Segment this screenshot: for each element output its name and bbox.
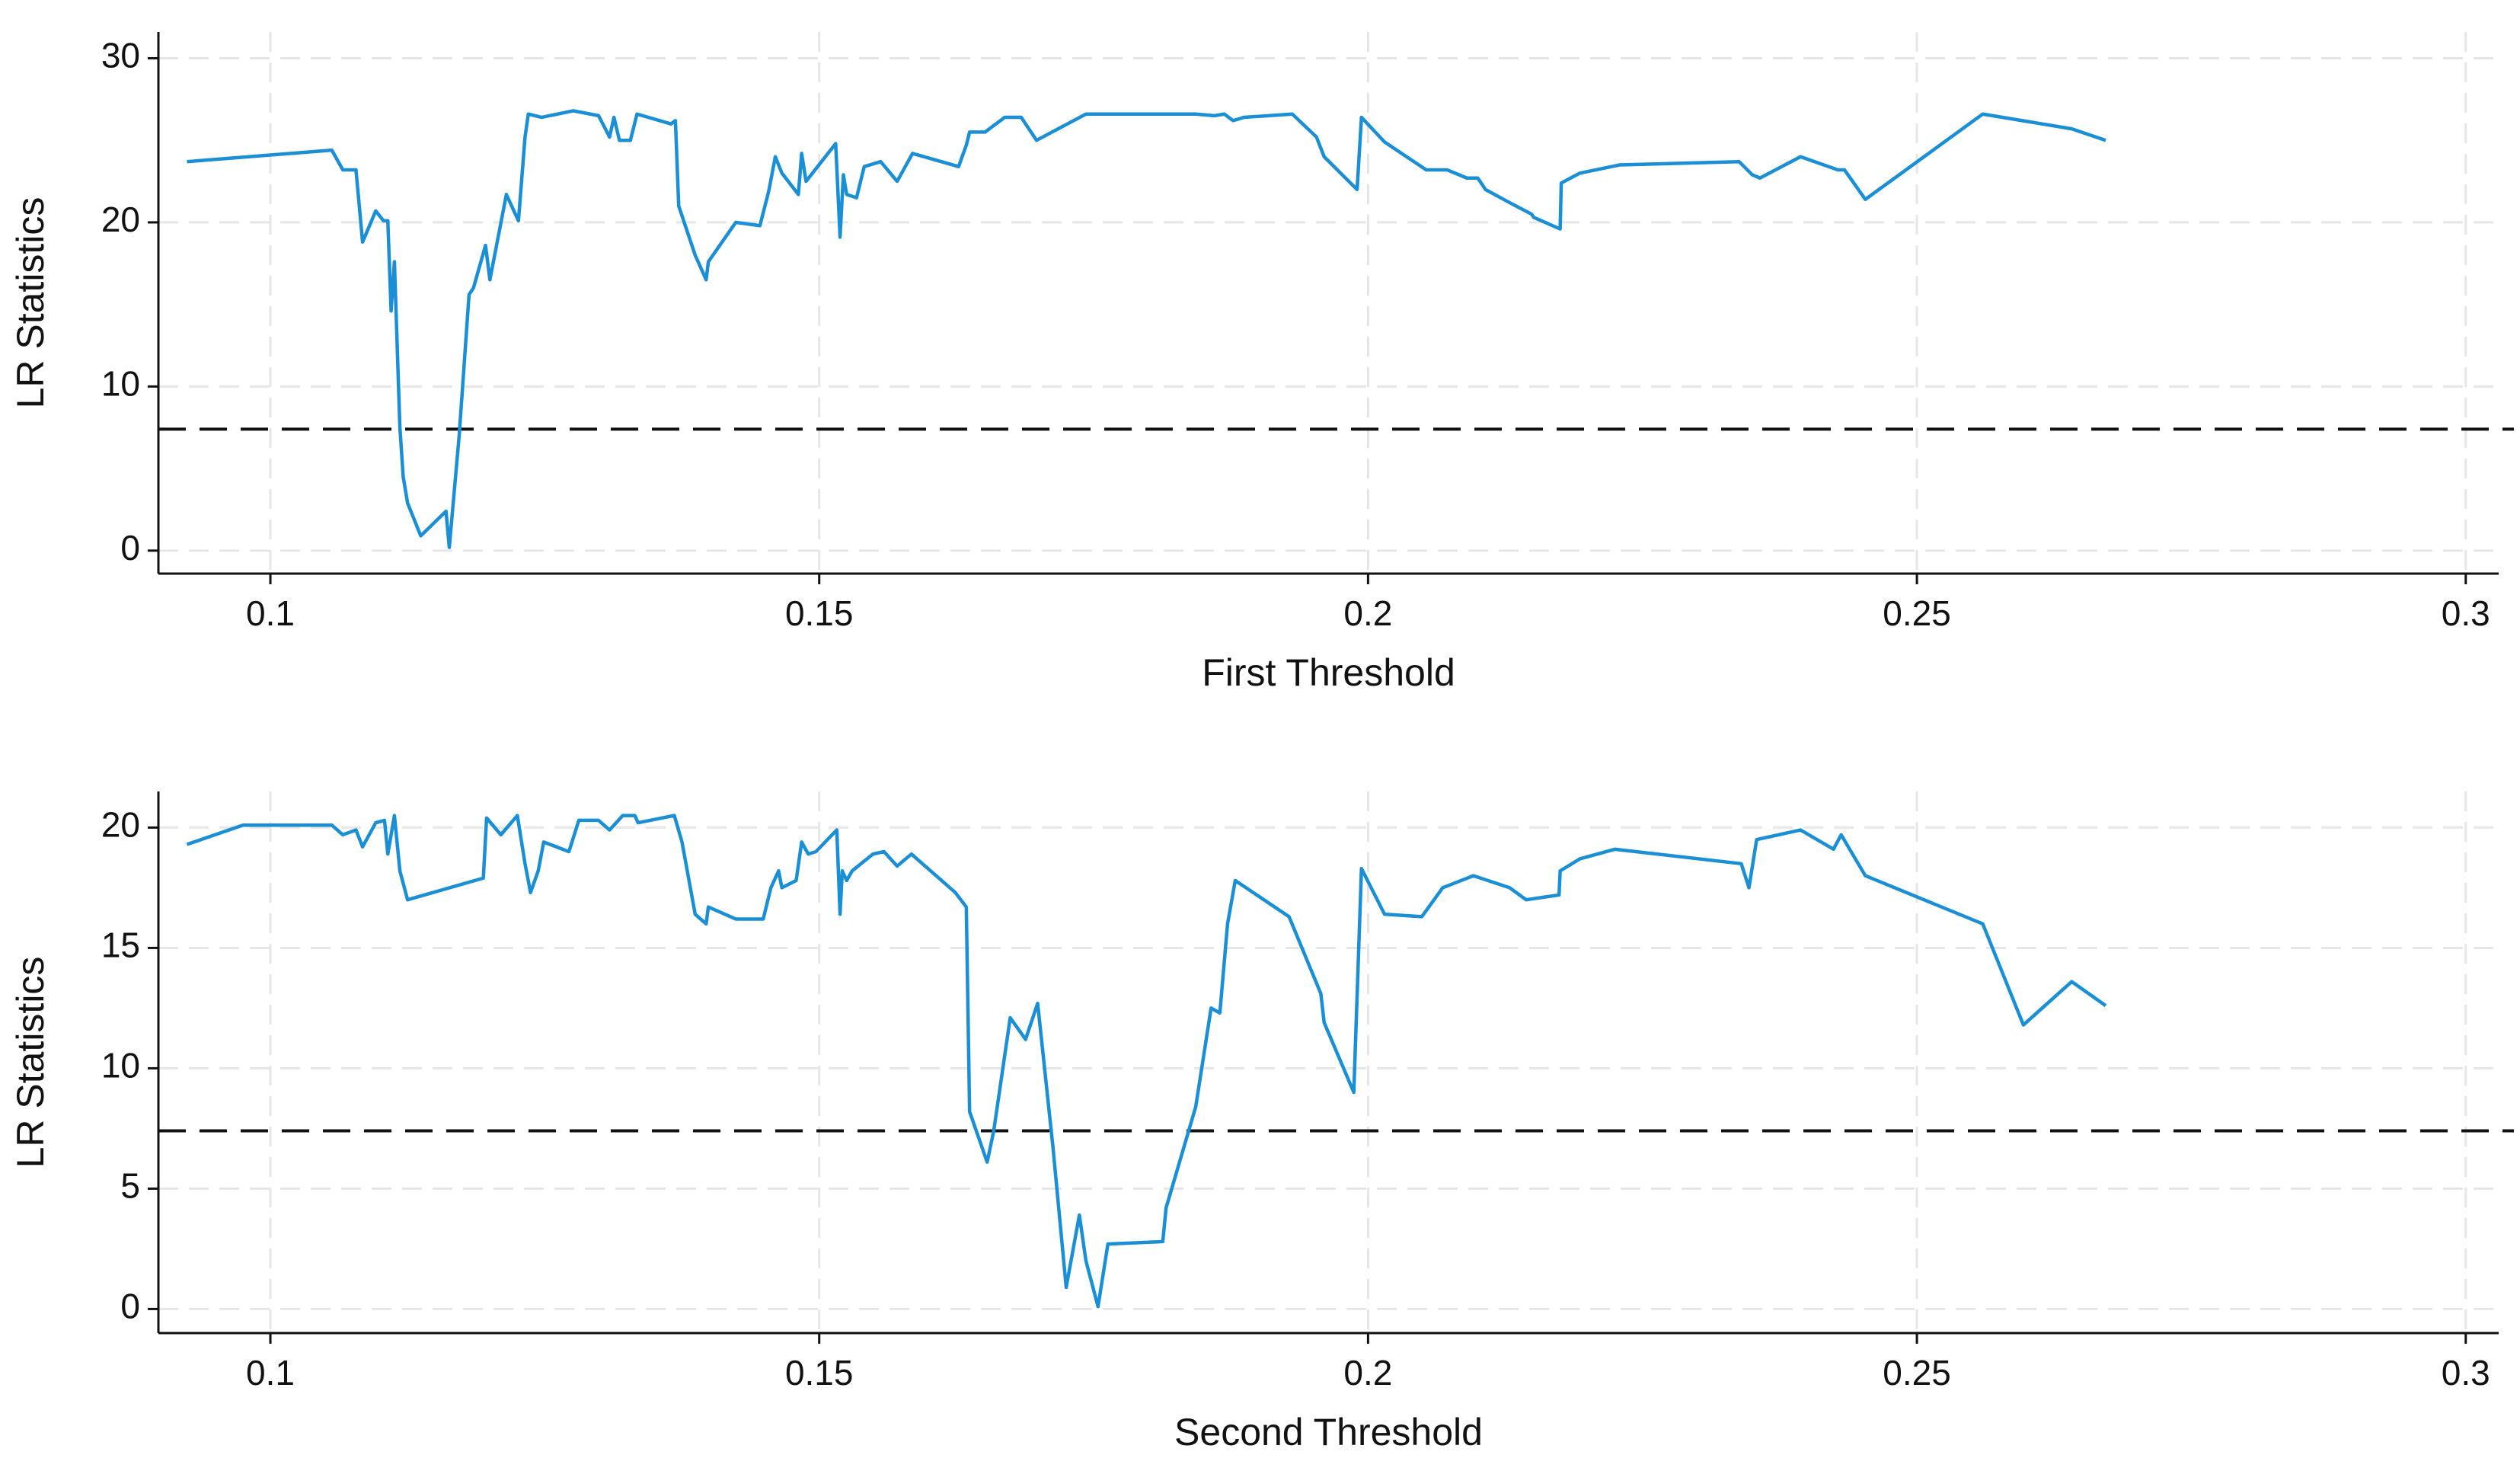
x-tick-label: 0.1	[246, 1353, 295, 1392]
y-axis-title: LR Statistics	[9, 957, 52, 1169]
y-tick-label: 20	[101, 200, 140, 239]
y-tick-label: 30	[101, 36, 140, 75]
x-axis-title: First Threshold	[1202, 651, 1455, 694]
y-tick-label: 0	[120, 1287, 140, 1326]
x-tick-label: 0.25	[1883, 593, 1951, 633]
y-tick-label: 10	[101, 1046, 140, 1086]
x-tick-label: 0.15	[785, 1353, 854, 1392]
y-tick-label: 5	[120, 1166, 140, 1206]
data-line	[186, 814, 2107, 1309]
x-axis-title: Second Threshold	[1174, 1411, 1483, 1453]
x-tick-label: 0.15	[785, 593, 854, 633]
y-tick-label: 0	[120, 528, 140, 568]
y-tick-label: 20	[101, 805, 140, 845]
x-tick-label: 0.1	[246, 593, 295, 633]
x-tick-label: 0.2	[1343, 1353, 1392, 1392]
data-line	[187, 109, 2106, 549]
x-tick-label: 0.2	[1343, 593, 1392, 633]
x-tick-label: 0.3	[2442, 1353, 2490, 1392]
y-tick-label: 10	[101, 364, 140, 404]
y-tick-label: 15	[101, 926, 140, 965]
x-tick-label: 0.3	[2442, 593, 2490, 633]
x-tick-label: 0.25	[1883, 1353, 1951, 1392]
y-axis-title: LR Statistics	[9, 197, 52, 409]
